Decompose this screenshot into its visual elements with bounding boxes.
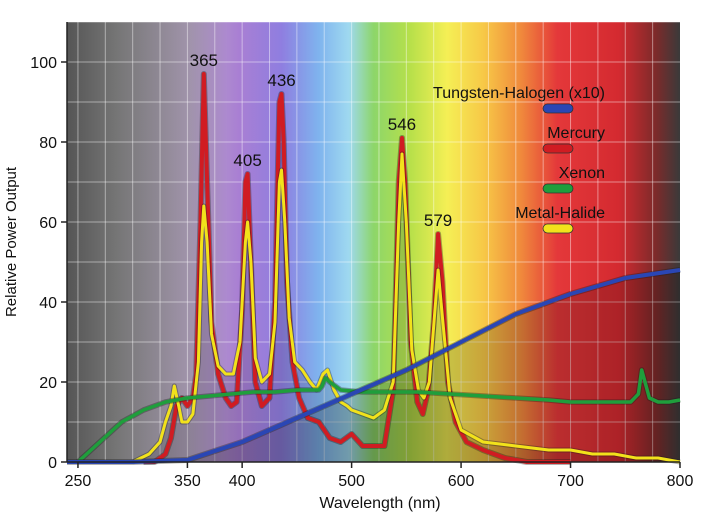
- peak-label: 365: [190, 51, 218, 70]
- peak-label: 546: [388, 115, 416, 134]
- legend-swatch: [542, 183, 574, 194]
- legend-swatch: [542, 223, 574, 234]
- peak-label: 436: [267, 71, 295, 90]
- axis-ticks: 0 20 40 60 80 100 250 350 400 500 600 700 800: [30, 55, 693, 490]
- gridlines: [67, 21, 680, 462]
- y-tick-label: 40: [39, 295, 57, 312]
- y-tick-label: 80: [39, 135, 57, 152]
- series-line-xenon: [76, 368, 681, 464]
- peak-label: 579: [424, 211, 452, 230]
- series-line-tungsten: [67, 268, 681, 464]
- legend-label: Metal-Halide: [515, 205, 605, 222]
- y-tick-label: 0: [48, 455, 57, 472]
- peak-labels: 365 405 436 546 579: [190, 51, 453, 230]
- legend-swatch: [542, 143, 574, 154]
- legend-label: Mercury: [547, 125, 605, 142]
- tungsten-fill: [67, 270, 680, 462]
- peak-label: 405: [233, 151, 261, 170]
- legend-label: Tungsten-Halogen (x10): [433, 85, 605, 102]
- y-tick-label: 100: [30, 55, 57, 72]
- x-tick-label: 500: [338, 473, 365, 490]
- series-line-metal-halide: [132, 152, 681, 464]
- x-tick-label: 350: [174, 473, 201, 490]
- y-tick-label: 20: [39, 375, 57, 392]
- legend: Tungsten-Halogen (x10) Mercury Xenon Metal-…: [433, 85, 605, 234]
- series-lines: [67, 71, 681, 465]
- x-tick-label: 250: [65, 473, 92, 490]
- x-tick-label: 400: [229, 473, 256, 490]
- x-axis-label: Wavelength (nm): [319, 495, 440, 512]
- y-axis-label: Relative Power Output: [3, 166, 20, 317]
- legend-label: Xenon: [559, 165, 605, 182]
- x-tick-label: 700: [557, 473, 584, 490]
- x-tick-label: 600: [448, 473, 475, 490]
- legend-swatch: [542, 103, 574, 114]
- x-tick-label: 800: [667, 473, 694, 490]
- y-tick-label: 60: [39, 215, 57, 232]
